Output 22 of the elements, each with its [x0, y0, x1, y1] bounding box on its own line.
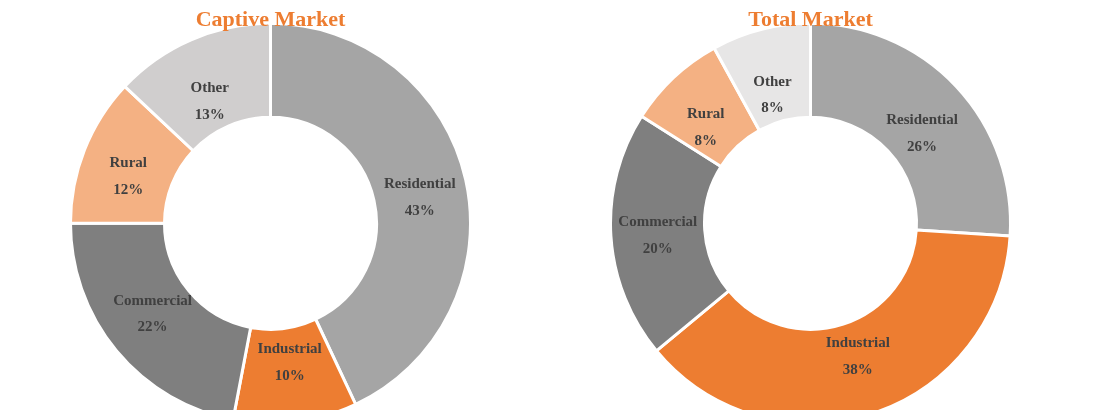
slice-label: Rural: [687, 105, 725, 122]
chart-title: Captive Market: [195, 5, 347, 31]
data-label: 10%: [274, 366, 305, 383]
data-label: 13%: [194, 106, 225, 123]
slice-label: Residential: [383, 174, 456, 191]
data-label: 38%: [842, 361, 873, 378]
chart-title: Total Market: [748, 5, 874, 31]
slice-label: Rural: [109, 154, 147, 171]
slice-label: Industrial: [825, 334, 890, 351]
slice-label: Commercial: [113, 291, 193, 308]
data-label: 26%: [907, 138, 938, 155]
slice-label: Other: [753, 72, 792, 89]
data-label: 43%: [404, 201, 435, 218]
slice-label: Residential: [886, 111, 958, 128]
slice-label: Other: [190, 79, 230, 96]
data-label: 12%: [113, 181, 144, 198]
data-label: 22%: [137, 318, 168, 335]
data-label: 8%: [761, 99, 784, 116]
slice-label: Industrial: [257, 339, 322, 356]
slice-label: Commercial: [618, 213, 698, 230]
data-label: 8%: [694, 131, 718, 148]
data-label: 20%: [642, 239, 673, 256]
